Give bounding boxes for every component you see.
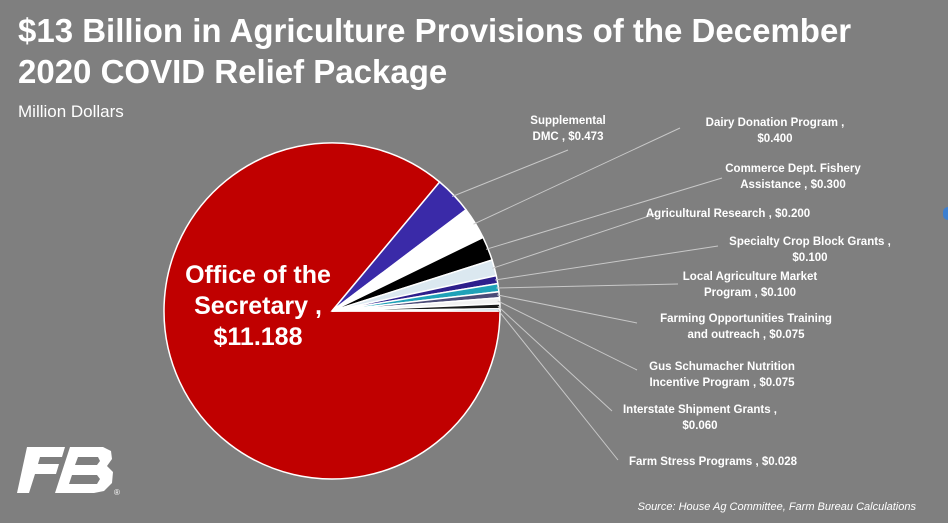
leader-line-8: [497, 294, 638, 324]
slice-label-8: Farming Opportunities Training and outrea…: [660, 313, 832, 341]
slice-label-9: Gus Schumacher Nutrition Incentive Progra…: [649, 361, 795, 389]
chart-title: $13 Billion in Agriculture Provisions of…: [18, 10, 918, 92]
slice-label-7: Local Agriculture Market Program , $0.100: [683, 271, 818, 299]
slice-label-3: Dairy Donation Program , $0.400: [706, 117, 845, 145]
slice-label-11: Farm Stress Programs , $0.028: [629, 456, 798, 468]
leader-line-10: [497, 305, 613, 412]
farm-bureau-logo-icon: ®: [17, 447, 120, 497]
leader-lines: [452, 127, 723, 461]
slice-label-2: Supplemental DMC , $0.473: [530, 115, 605, 143]
slice-label-1: Office of the Secretary , $11.188: [185, 261, 331, 351]
slice-label-4: Commerce Dept. Fishery Assistance , $0.30…: [725, 163, 861, 191]
leader-line-9: [497, 300, 638, 371]
chart-title-line-2: 2020 COVID Relief Package: [18, 53, 448, 90]
pie-slice-1: [163, 142, 501, 480]
chart-title-line-1: $13 Billion in Agriculture Provisions of…: [18, 12, 852, 49]
leader-line-6: [495, 245, 719, 281]
leader-line-11: [497, 309, 619, 461]
leader-line-2: [452, 149, 569, 197]
slice-label-10: Interstate Shipment Grants , $0.060: [623, 404, 777, 432]
leader-line-4: [485, 177, 723, 250]
chart-subtitle: Million Dollars: [18, 102, 124, 121]
slice-labels: Office of the Secretary , $11.188 Supplemen…: [185, 115, 891, 468]
registered-mark: ®: [114, 488, 120, 497]
leader-line-5: [492, 213, 656, 269]
slice-label-5: Agricultural Research , $0.200: [646, 208, 810, 220]
pie-slices: [163, 142, 501, 480]
edge-indicator: [943, 207, 948, 220]
leader-line-7: [496, 283, 679, 289]
slice-label-6: Specialty Crop Block Grants , $0.100: [729, 236, 891, 264]
source-note: Source: House Ag Committee, Farm Bureau …: [637, 501, 916, 513]
leader-line-3: [473, 127, 681, 225]
